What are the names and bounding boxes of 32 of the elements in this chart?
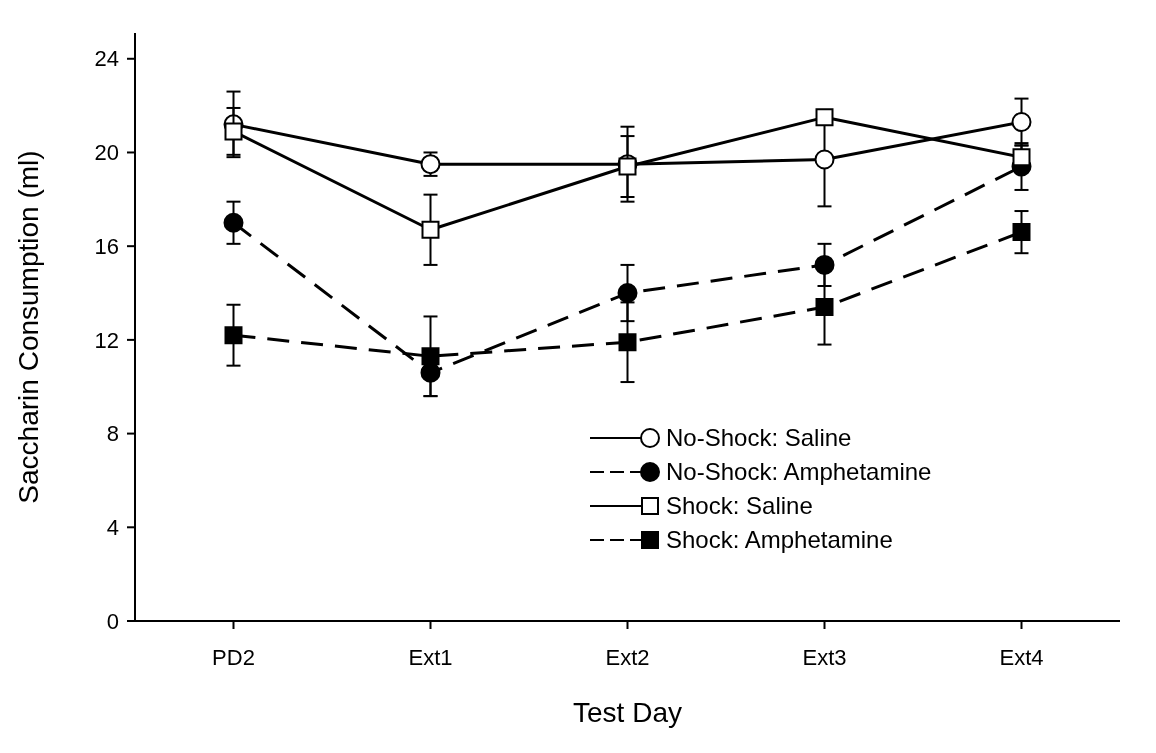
point [1012,148,1031,167]
y-tick-label: 12 [94,327,119,353]
legend-label: Shock: Saline [666,492,813,520]
point [224,326,243,345]
point [815,298,834,317]
y-tick-label: 8 [106,421,119,447]
x-tick-label: Ext2 [605,645,650,670]
x-tick-label: Ext4 [999,645,1044,670]
point [617,283,638,304]
y-tick-label: 16 [94,233,119,259]
point [223,212,244,233]
y-tick-label: 0 [106,608,119,634]
point [815,108,834,127]
x-tick-label: Ext3 [802,645,847,670]
y-tick-label: 20 [94,140,119,166]
point [224,122,243,141]
point [421,347,440,366]
legend-label: No-Shock: Amphetamine [666,458,932,486]
y-axis-title: Saccharin Consumption (ml) [13,150,44,504]
y-tick-label: 24 [94,46,119,72]
legend-label: No-Shock: Saline [666,424,852,452]
x-tick-label: Ext1 [408,645,453,670]
point [814,254,835,275]
point [421,220,440,239]
point [814,149,835,170]
x-tick-label: PD2 [212,645,255,670]
y-tick-label: 4 [106,514,119,540]
x-axis-title: Test Day [573,697,682,728]
point [1012,223,1031,242]
point [1011,112,1032,133]
legend-label: Shock: Amphetamine [666,526,893,554]
point [618,333,637,352]
